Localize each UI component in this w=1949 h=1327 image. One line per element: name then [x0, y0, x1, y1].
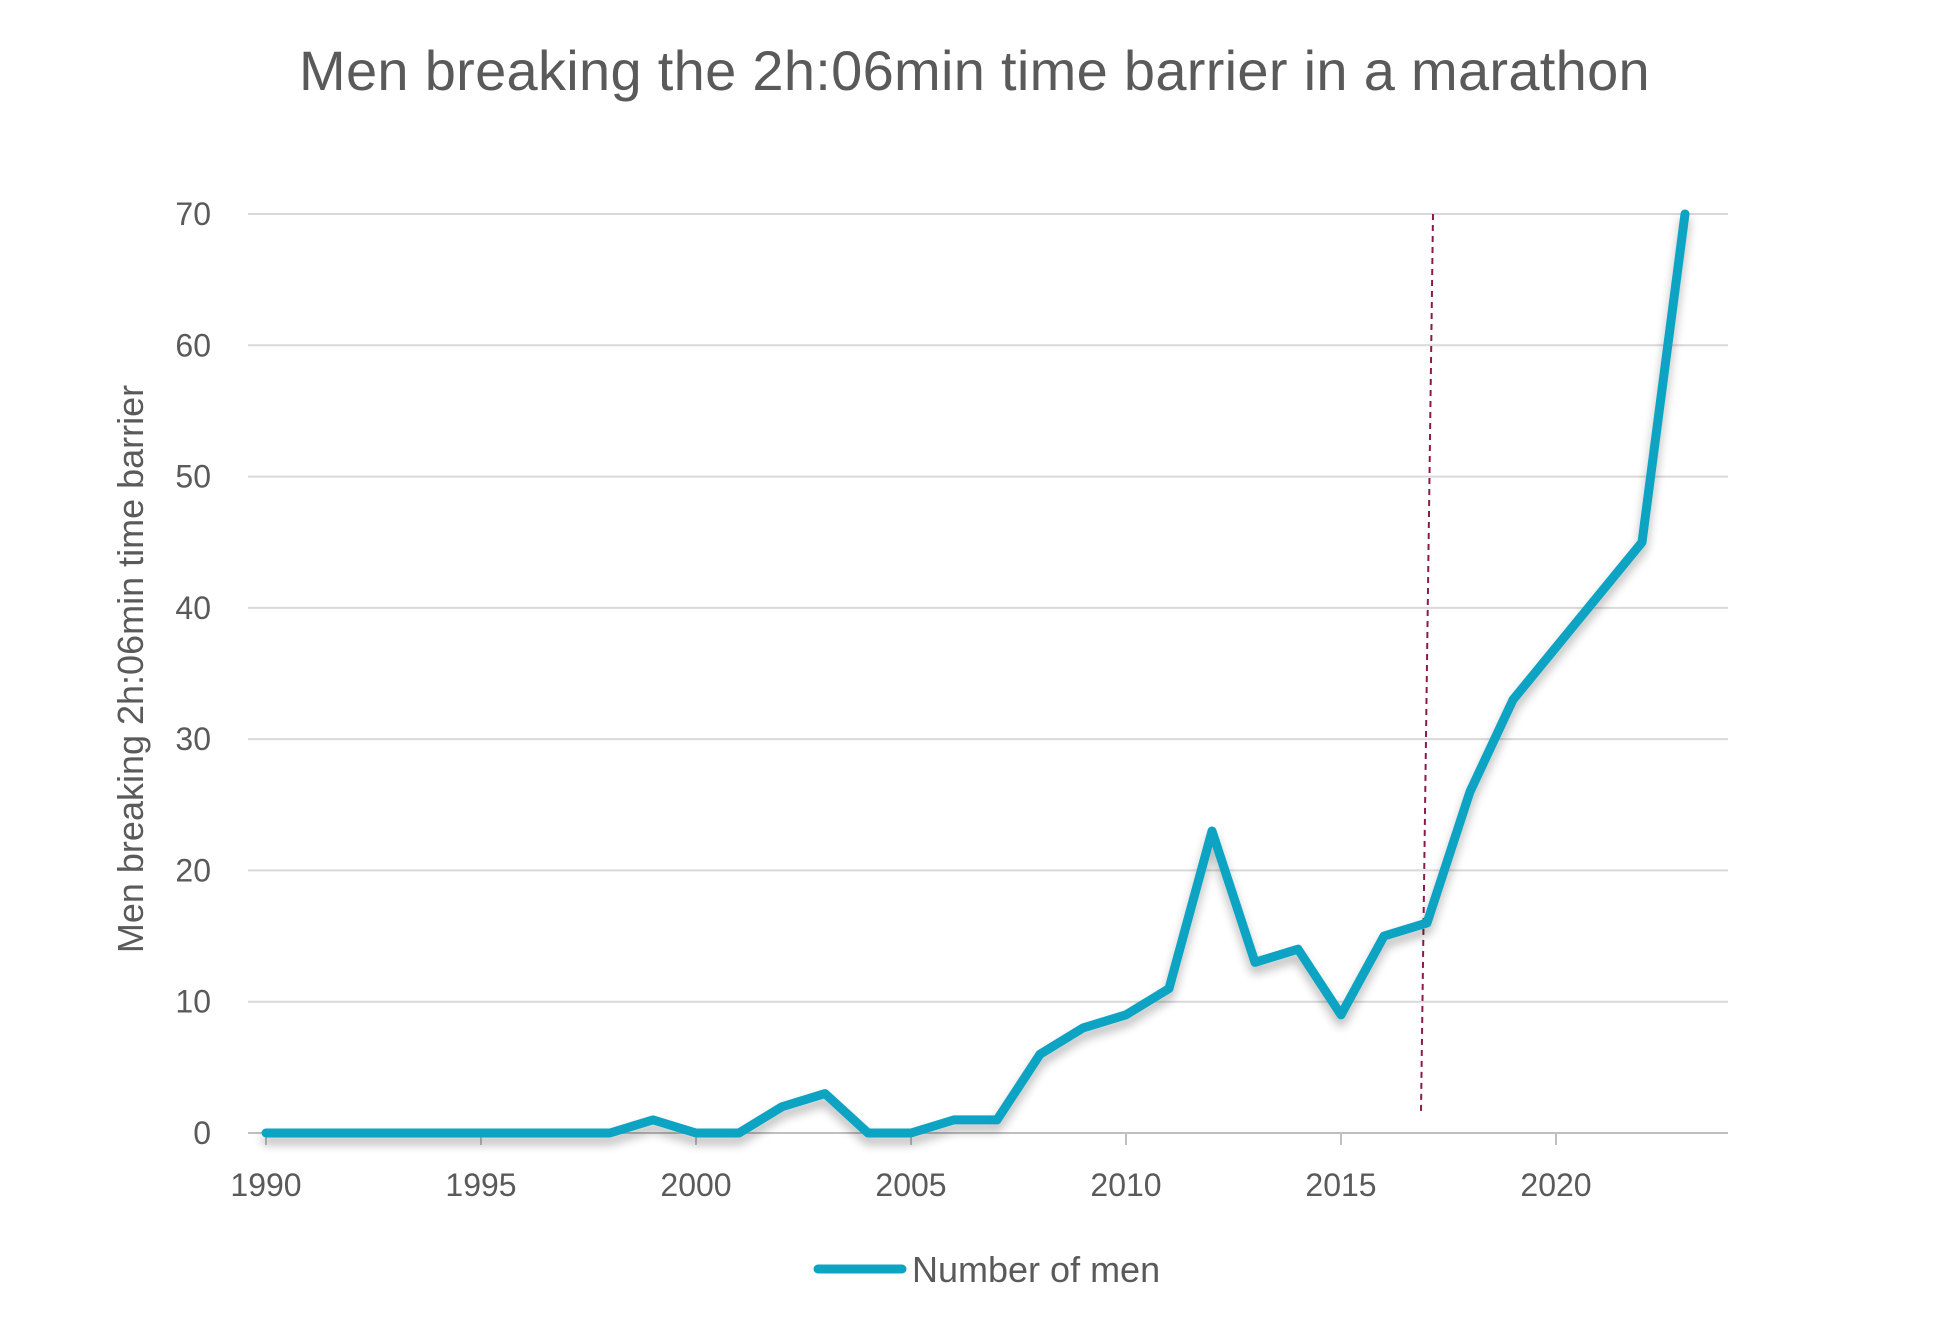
y-tick-40: 40	[175, 590, 211, 626]
x-tick-2015: 2015	[1305, 1167, 1376, 1203]
grid-lines	[248, 213, 1728, 1003]
x-tick-labels: 1990 1995 2000 2005 2010 2015 2020	[230, 1167, 1591, 1203]
y-axis-title: Men breaking 2h:06min time barrier	[110, 385, 151, 953]
y-tick-0: 0	[193, 1115, 211, 1151]
x-tick-2020: 2020	[1520, 1167, 1591, 1203]
chart-title: Men breaking the 2h:06min time barrier i…	[299, 39, 1650, 102]
legend: Number of men	[813, 1249, 1160, 1290]
y-tick-60: 60	[175, 327, 211, 363]
x-tick-2010: 2010	[1090, 1167, 1161, 1203]
reference-line	[1420, 213, 1434, 1113]
y-tick-labels: 0 10 20 30 40 50 60 70	[175, 196, 211, 1151]
y-tick-20: 20	[175, 852, 211, 888]
x-tick-2005: 2005	[875, 1167, 946, 1203]
legend-label-number-of-men: Number of men	[912, 1249, 1160, 1290]
x-tick-1995: 1995	[445, 1167, 516, 1203]
y-tick-10: 10	[175, 984, 211, 1020]
y-tick-70: 70	[175, 196, 211, 232]
x-tick-1990: 1990	[230, 1167, 301, 1203]
series-group	[261, 209, 1690, 1138]
x-tick-2000: 2000	[660, 1167, 731, 1203]
series-line-number-of-men	[261, 209, 1690, 1138]
reference-line-group	[1420, 213, 1434, 1113]
y-tick-50: 50	[175, 459, 211, 495]
y-tick-30: 30	[175, 721, 211, 757]
